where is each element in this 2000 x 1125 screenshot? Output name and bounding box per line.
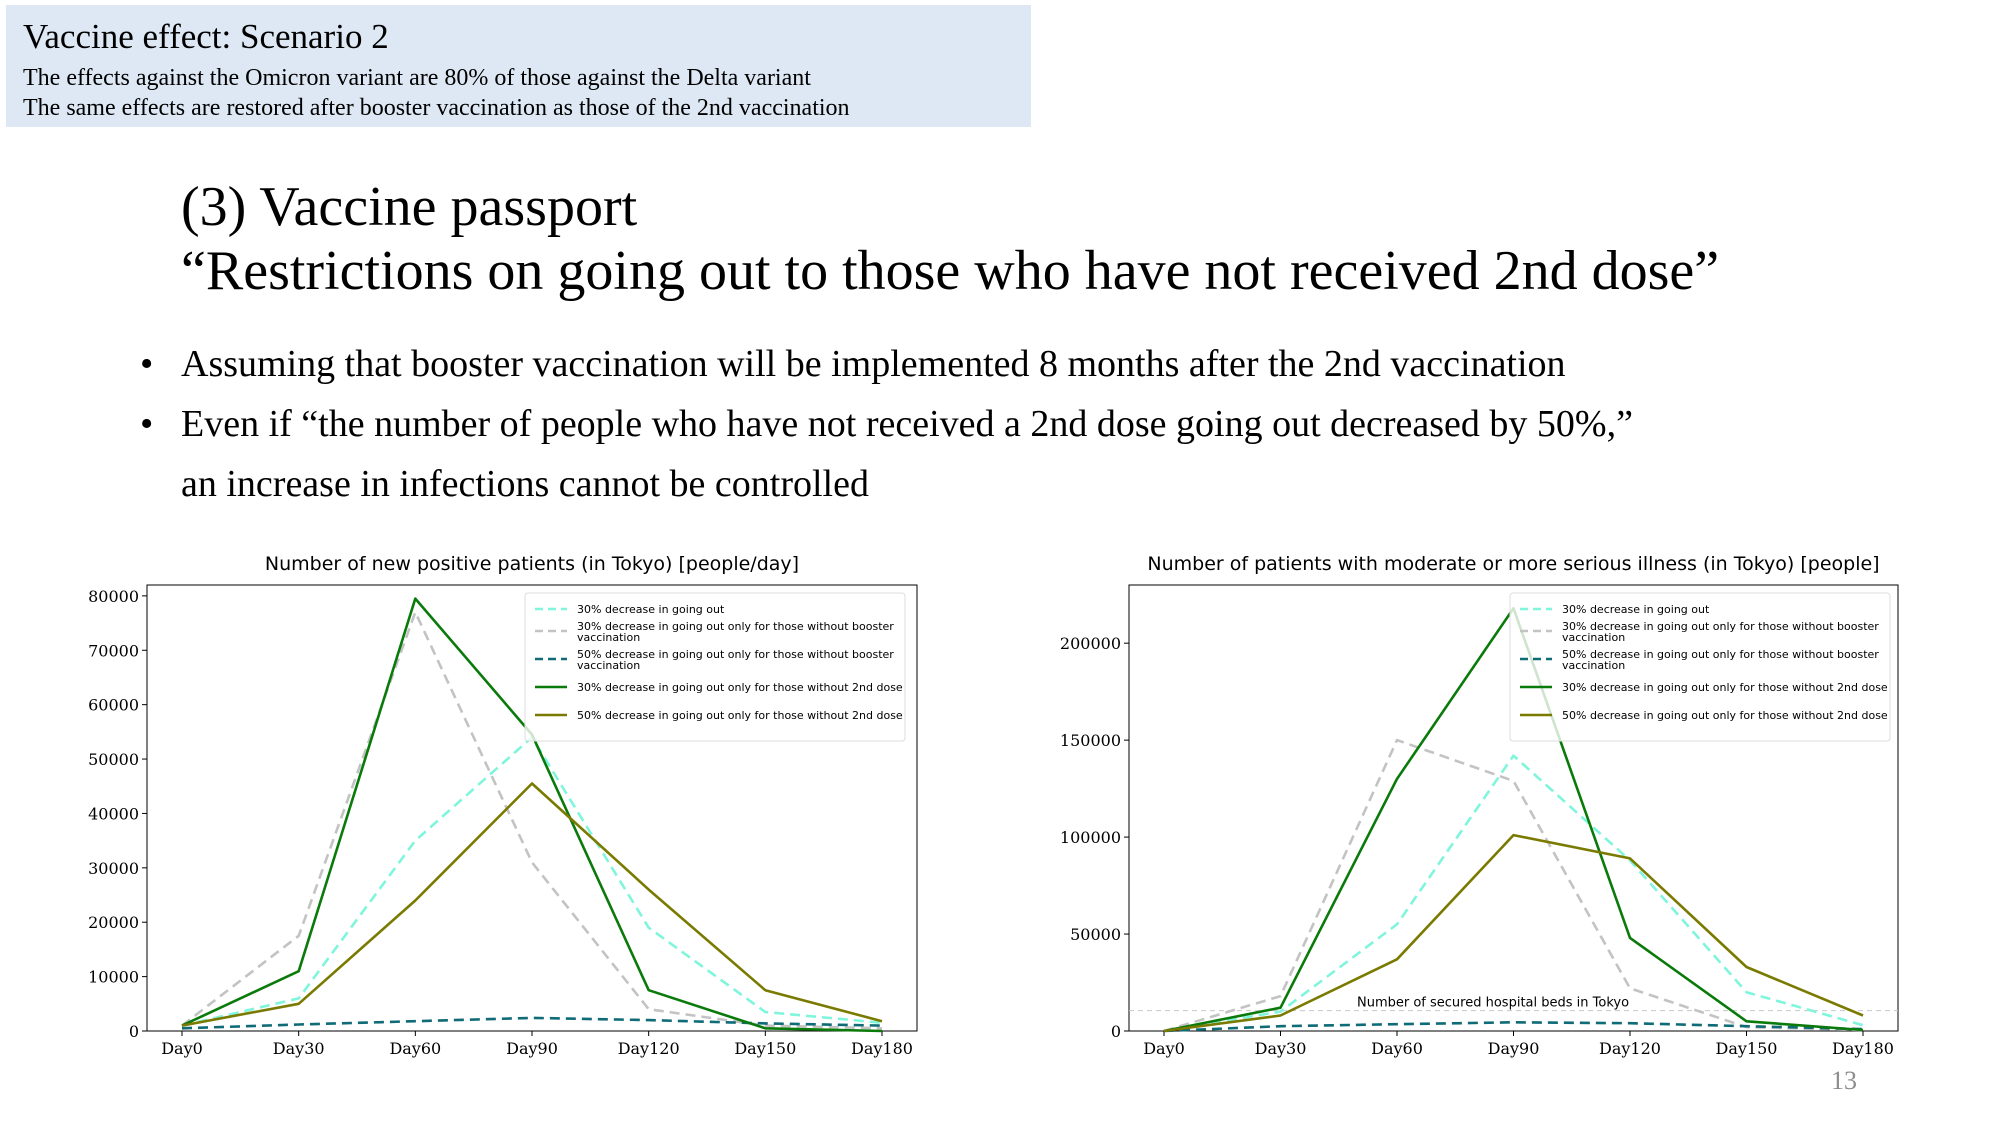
y-tick-label: 0 <box>129 1022 139 1041</box>
new-positive-patients-chart: Number of new positive patients (in Toky… <box>88 553 918 1058</box>
y-tick-label: 10000 <box>88 968 139 987</box>
y-tick-label: 100000 <box>1060 828 1121 847</box>
bullet-marker: • <box>140 403 154 445</box>
y-tick-label: 20000 <box>88 913 139 932</box>
x-tick-label: Day30 <box>273 1039 325 1058</box>
x-tick-label: Day90 <box>506 1039 558 1058</box>
x-tick-label: Day180 <box>851 1039 913 1058</box>
x-tick-label: Day120 <box>1599 1039 1661 1058</box>
chart-title: Number of new positive patients (in Toky… <box>265 553 799 575</box>
y-tick-label: 200000 <box>1060 634 1121 653</box>
x-tick-label: Day60 <box>389 1039 441 1058</box>
y-tick-label: 0 <box>1111 1022 1121 1041</box>
legend-box <box>1509 592 1891 742</box>
x-tick-label: Day30 <box>1255 1039 1307 1058</box>
x-tick-label: Day0 <box>1143 1039 1185 1058</box>
legend-label-line: 50% decrease in going out only for those… <box>577 648 894 661</box>
legend-label-4: 30% decrease in going out only for those… <box>1562 681 1888 694</box>
scenario-info-box: Vaccine effect: Scenario 2 The effects a… <box>6 5 1031 127</box>
legend-label-2: 30% decrease in going out only for those… <box>577 620 894 644</box>
series-line-1 <box>181 736 883 1027</box>
reference-line-label: Number of secured hospital beds in Tokyo <box>1357 996 1629 1011</box>
x-tick-label: Day60 <box>1371 1039 1423 1058</box>
scenario-title: Vaccine effect: Scenario 2 <box>23 17 389 56</box>
y-tick-label: 30000 <box>88 859 139 878</box>
chart-legend: 30% decrease in going out 30% decrease in… <box>1509 592 1891 742</box>
series-line-5 <box>181 782 883 1027</box>
x-tick-label: Day0 <box>161 1039 203 1058</box>
legend-label-line: 30% decrease in going out <box>577 603 725 616</box>
scenario-line-1: The effects against the Omicron variant … <box>23 65 811 91</box>
serious-illness-patients-chart: Number of patients with moderate or more… <box>1060 553 1899 1058</box>
legend-label-5: 50% decrease in going out only for those… <box>577 709 903 722</box>
legend-label-3: 50% decrease in going out only for those… <box>1562 648 1879 672</box>
series-line-3 <box>181 1016 883 1030</box>
legend-label-1: 30% decrease in going out <box>577 603 725 616</box>
x-tick-label: Day180 <box>1832 1039 1894 1058</box>
legend-label-5: 50% decrease in going out only for those… <box>1562 709 1888 722</box>
y-tick-label: 40000 <box>88 804 139 823</box>
chart-legend: 30% decrease in going out 30% decrease in… <box>524 592 906 742</box>
bullet-text-2: Even if “the number of people who have n… <box>181 403 1633 445</box>
series-line-1 <box>1163 754 1864 1033</box>
series-line-5 <box>1163 833 1864 1033</box>
y-tick-label: 70000 <box>88 641 139 660</box>
legend-label-line: 30% decrease in going out only for those… <box>1562 620 1879 633</box>
bullet-text-2-continued: an increase in infections cannot be cont… <box>181 463 869 505</box>
legend-label-line: vaccination <box>577 631 640 644</box>
y-tick-label: 80000 <box>88 587 139 606</box>
legend-label-1: 30% decrease in going out <box>1562 603 1710 616</box>
legend-box <box>524 592 906 742</box>
legend-label-line: 50% decrease in going out only for those… <box>577 709 903 722</box>
bullet-item-2: • Even if “the number of people who have… <box>140 394 1633 454</box>
slide-title-line-2: “Restrictions on going out to those who … <box>181 240 1720 302</box>
series-line-2 <box>181 610 883 1030</box>
x-tick-label: Day150 <box>734 1039 796 1058</box>
legend-label-line: 30% decrease in going out only for those… <box>577 681 903 694</box>
slide-title: (3) Vaccine passport “Restrictions on go… <box>181 175 1719 303</box>
bullet-text-1: Assuming that booster vaccination will b… <box>181 343 1566 385</box>
legend-label-line: vaccination <box>1562 631 1625 644</box>
bullet-marker: • <box>140 343 154 385</box>
series-line-3 <box>1163 1020 1864 1033</box>
page-number: 13 <box>1831 1066 1857 1095</box>
y-tick-label: 60000 <box>88 696 139 715</box>
y-tick-label: 50000 <box>1070 925 1121 944</box>
bullet-item-1: • Assuming that booster vaccination will… <box>140 334 1633 394</box>
legend-label-line: 50% decrease in going out only for those… <box>1562 648 1879 661</box>
y-tick-label: 50000 <box>88 750 139 769</box>
bullet-list: • Assuming that booster vaccination will… <box>140 334 1633 514</box>
legend-label-4: 30% decrease in going out only for those… <box>577 681 903 694</box>
legend-label-3: 50% decrease in going out only for those… <box>577 648 894 672</box>
y-tick-label: 150000 <box>1060 731 1121 750</box>
legend-label-line: 30% decrease in going out <box>1562 603 1710 616</box>
legend-label-2: 30% decrease in going out only for those… <box>1562 620 1879 644</box>
scenario-line-2: The same effects are restored after boos… <box>23 95 850 121</box>
x-tick-label: Day150 <box>1716 1039 1778 1058</box>
legend-label-line: 30% decrease in going out only for those… <box>1562 681 1888 694</box>
legend-label-line: vaccination <box>1562 659 1625 672</box>
legend-label-line: 50% decrease in going out only for those… <box>1562 709 1888 722</box>
legend-label-line: 30% decrease in going out only for those… <box>577 620 894 633</box>
legend-label-line: vaccination <box>577 659 640 672</box>
x-tick-label: Day90 <box>1488 1039 1540 1058</box>
series-line-2 <box>1163 738 1864 1033</box>
chart-title: Number of patients with moderate or more… <box>1147 553 1879 575</box>
x-tick-label: Day120 <box>618 1039 680 1058</box>
slide-title-line-1: (3) Vaccine passport <box>181 176 638 238</box>
